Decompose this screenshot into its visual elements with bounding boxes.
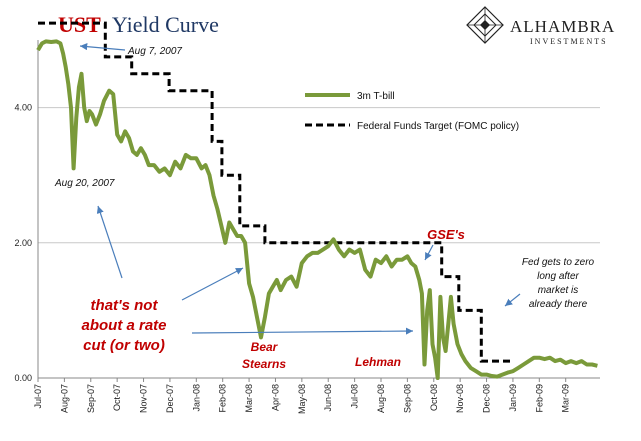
x-tick-label: Dec-07: [165, 384, 175, 413]
x-tick-label: Jul-07: [33, 384, 43, 409]
y-tick-label: 0.00: [14, 373, 32, 383]
annotation-rate-cut-line2: about a rate: [81, 317, 166, 334]
legend-label-fed: Federal Funds Target (FOMC policy): [357, 121, 519, 132]
annotation-lehman: Lehman: [355, 355, 401, 369]
annotation-bear-stearns: Bear Stearns: [242, 340, 286, 371]
arrow-rate-cut-oct: [191, 327, 414, 335]
brand-subtitle: INVESTMENTS: [530, 37, 608, 46]
annotation-zero-line3: market is: [538, 285, 579, 296]
arrow-rate-cut-aug20: [96, 205, 123, 279]
x-tick-label: Jul-08: [350, 384, 360, 409]
x-tick-labels: Jul-07 Aug-07 Sep-07 Oct-07 Nov-07 Dec-07 Jan-…: [33, 378, 571, 414]
annotation-arrows: [79, 43, 521, 335]
series-line-fed-funds: [38, 21, 513, 363]
annotation-fed-zero: Fed gets to zero long after market is al…: [522, 257, 595, 310]
brand-name: ALHAMBRA: [510, 17, 615, 36]
annotation-rate-cut: that's not about a rate cut (or two): [81, 297, 166, 354]
annotation-bear-line2: Stearns: [242, 357, 286, 371]
annotation-zero-line4: already there: [529, 299, 588, 310]
x-tick-label: Mar-09: [561, 384, 571, 413]
x-tick-label: Jan-08: [191, 384, 201, 412]
arrow-gse: [424, 244, 434, 261]
legend: 3m T-bill Federal Funds Target (FOMC pol…: [305, 91, 519, 132]
annotation-aug7: Aug 7, 2007: [127, 46, 182, 57]
annotation-zero-line1: Fed gets to zero: [522, 257, 595, 268]
x-tick-label: Sep-07: [86, 384, 96, 413]
annotation-rate-cut-line3: cut (or two): [83, 337, 165, 354]
y-tick-labels: 0.00 2.00 4.00: [14, 103, 32, 383]
x-tick-label: Feb-08: [218, 384, 228, 413]
x-tick-label: Oct-08: [429, 384, 439, 411]
series-line-3m-tbill: [36, 39, 598, 380]
annotation-aug20: Aug 20, 2007: [54, 178, 115, 189]
x-tick-label: Oct-07: [112, 384, 122, 411]
annotation-zero-line2: long after: [537, 271, 579, 282]
annotation-rate-cut-line1: that's not: [91, 297, 159, 314]
legend-label-tbill: 3m T-bill: [357, 91, 395, 102]
x-tick-label: Feb-09: [534, 384, 544, 413]
x-tick-label: Dec-08: [482, 384, 492, 413]
x-tick-label: Nov-07: [139, 384, 149, 413]
y-tick-label: 2.00: [14, 238, 32, 248]
arrow-fed-zero: [504, 293, 521, 307]
x-tick-label: May-08: [297, 384, 307, 414]
x-tick-label: Jan-09: [508, 384, 518, 412]
x-tick-label: Nov-08: [455, 384, 465, 413]
x-tick-label: Jun-08: [323, 384, 333, 412]
arrow-rate-cut-feb: [181, 267, 244, 301]
chart-title: UST Yield Curve: [58, 12, 219, 37]
y-tick-label: 4.00: [14, 103, 32, 113]
diamond-lattice-icon: [466, 6, 504, 44]
annotation-gse: GSE's: [427, 227, 465, 242]
x-tick-label: Aug-07: [59, 384, 69, 413]
alhambra-logo: ALHAMBRA INVESTMENTS: [466, 6, 615, 46]
x-tick-label: Aug-08: [376, 384, 386, 413]
x-tick-label: Sep-08: [402, 384, 412, 413]
arrow-aug7: [79, 43, 126, 51]
title-rest: Yield Curve: [112, 12, 219, 37]
x-tick-label: Mar-08: [244, 384, 254, 413]
annotation-bear-line1: Bear: [251, 340, 279, 354]
x-tick-label: Apr-08: [270, 384, 280, 411]
